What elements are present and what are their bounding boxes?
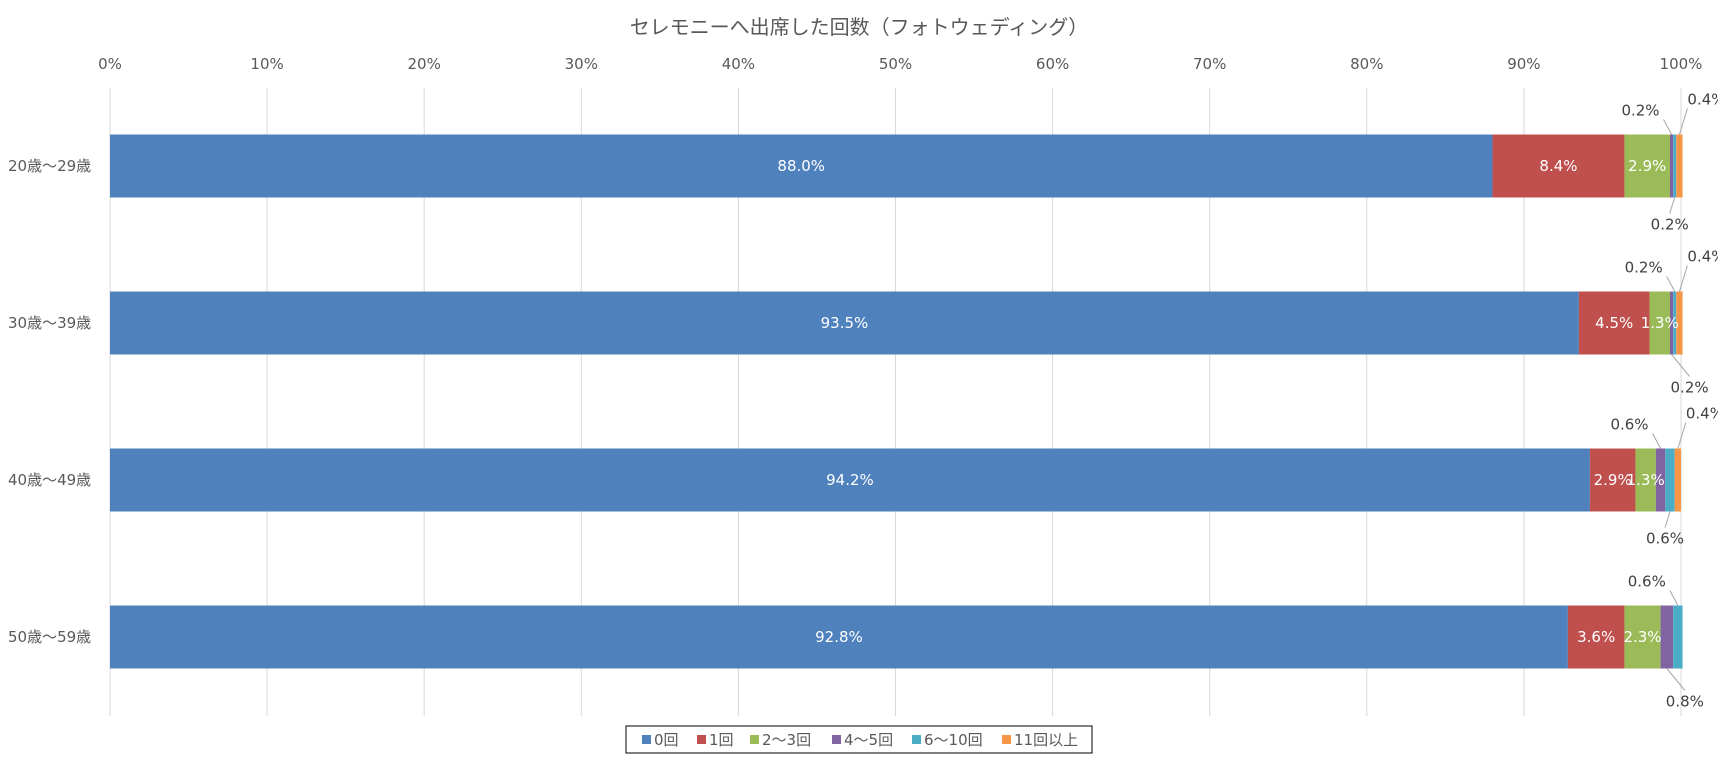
bar-segment — [1492, 134, 1625, 198]
x-tick-label: 40% — [722, 55, 755, 73]
data-label: 0.2% — [1671, 379, 1709, 397]
x-tick-label: 90% — [1507, 55, 1540, 73]
x-tick-label: 0% — [98, 55, 122, 73]
category-label: 40歳～49歳 — [8, 471, 91, 489]
leader-line — [1652, 433, 1662, 449]
x-tick-label: 100% — [1660, 55, 1703, 73]
data-label: 88.0% — [777, 157, 825, 175]
bar-segment — [1676, 134, 1683, 198]
x-tick-label: 50% — [879, 55, 912, 73]
leader-line — [1666, 276, 1676, 292]
bars-layer — [110, 134, 1683, 669]
bar-segment — [1674, 448, 1681, 512]
data-label: 0.8% — [1666, 693, 1704, 711]
data-label: 0.6% — [1646, 530, 1684, 548]
leader-line — [1663, 119, 1673, 135]
legend-swatch — [912, 735, 921, 744]
bar-segment — [1655, 448, 1666, 512]
leader-line — [1678, 265, 1688, 292]
bar-segment — [1660, 605, 1674, 669]
leader-line — [1677, 422, 1687, 449]
data-label: 0.6% — [1610, 416, 1648, 434]
bar-segment — [1578, 291, 1650, 355]
leader-line — [1669, 197, 1676, 214]
data-label: 2.9% — [1628, 157, 1666, 175]
data-label: 92.8% — [815, 628, 863, 646]
leader-line — [1664, 511, 1671, 528]
leader-line — [1669, 590, 1679, 606]
x-tick-label: 30% — [565, 55, 598, 73]
data-label: 94.2% — [826, 471, 874, 489]
data-label: 4.5% — [1595, 314, 1633, 332]
legend-swatch — [642, 735, 651, 744]
bar-segment — [110, 134, 1493, 198]
bar-segment — [1673, 291, 1677, 355]
data-label: 8.4% — [1539, 157, 1577, 175]
legend-swatch — [832, 735, 841, 744]
bar-segment — [1673, 134, 1677, 198]
data-label: 0.6% — [1628, 573, 1666, 591]
data-label: 1.3% — [1627, 471, 1665, 489]
bar-segment — [1635, 448, 1656, 512]
bar-segment — [1670, 291, 1674, 355]
legend-swatch — [1002, 735, 1011, 744]
bar-segment — [1624, 134, 1671, 198]
data-label: 0.4% — [1687, 91, 1718, 109]
data-label: 2.9% — [1594, 471, 1632, 489]
x-tick-label: 70% — [1193, 55, 1226, 73]
legend-label: 0回 — [654, 731, 679, 749]
x-tick-label: 20% — [408, 55, 441, 73]
data-label: 0.2% — [1651, 216, 1689, 234]
data-label: 0.2% — [1621, 102, 1659, 120]
data-label: 2.3% — [1623, 628, 1661, 646]
legend-swatch — [697, 735, 706, 744]
bar-segment — [1673, 605, 1683, 669]
legend-label: 1回 — [709, 731, 734, 749]
x-tick-label: 60% — [1036, 55, 1069, 73]
bar-segment — [1567, 605, 1625, 669]
bar-segment — [1665, 448, 1675, 512]
data-label: 0.2% — [1625, 259, 1663, 277]
data-label: 3.6% — [1577, 628, 1615, 646]
x-tick-label: 80% — [1350, 55, 1383, 73]
labels-layer: 88.0% 8.4% 2.9% 0.2% 0.2% 0.4% 93.5% 4.5% 1.3% 0.… — [777, 91, 1718, 711]
bar-segment — [110, 605, 1568, 669]
bar-segment — [110, 291, 1579, 355]
leader-line — [1671, 354, 1690, 377]
bar-segment — [1676, 291, 1683, 355]
data-label: 0.4% — [1686, 405, 1718, 423]
chart-title: セレモニーへ出席した回数（フォトウェディング） — [630, 15, 1089, 39]
legend: 0回 1回 2～3回 4～5回 6～10回 11回以上 — [625, 725, 1093, 754]
legend-label: 6～10回 — [924, 731, 983, 749]
leader-line — [1678, 108, 1688, 135]
data-label: 0.4% — [1687, 248, 1718, 266]
leader-line — [1666, 668, 1686, 691]
legend-label: 2～3回 — [762, 731, 811, 749]
x-tick-label: 10% — [250, 55, 283, 73]
category-label: 30歳～39歳 — [8, 314, 91, 332]
bar-segment — [1589, 448, 1636, 512]
legend-label: 11回以上 — [1014, 731, 1078, 749]
data-label: 1.3% — [1641, 314, 1679, 332]
bar-segment — [1649, 291, 1671, 355]
data-label: 93.5% — [821, 314, 869, 332]
category-label: 50歳～59歳 — [8, 628, 91, 646]
bar-segment — [1624, 605, 1661, 669]
bar-segment — [1670, 134, 1674, 198]
category-label: 20歳～29歳 — [8, 157, 91, 175]
legend-swatch — [750, 735, 759, 744]
bar-segment — [110, 448, 1590, 512]
legend-label: 4～5回 — [844, 731, 893, 749]
